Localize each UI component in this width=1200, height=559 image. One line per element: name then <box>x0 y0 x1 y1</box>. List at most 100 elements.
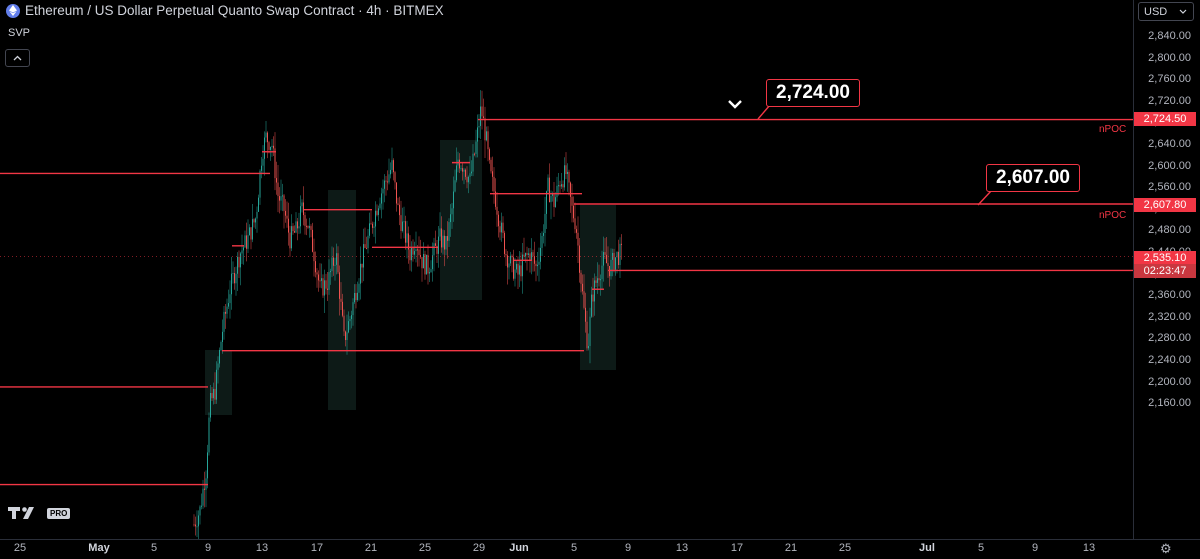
candle-body <box>423 254 424 269</box>
candle-body <box>399 204 400 216</box>
time-axis[interactable]: 25 May 5 9 13 17 21 25 29 Jun 5 9 13 17 21 25 Jul 5 9 13 <box>0 539 1200 559</box>
candle-body <box>448 222 450 241</box>
time-tick: 21 <box>784 542 798 554</box>
candle-body <box>558 185 559 187</box>
candle-body <box>447 236 448 241</box>
candle-body <box>309 226 310 228</box>
candle-body <box>406 233 408 243</box>
candle-body <box>373 226 375 228</box>
candle-body <box>489 149 490 160</box>
time-tick: 9 <box>624 542 632 554</box>
candle-body <box>229 294 231 304</box>
candle-body <box>231 273 232 295</box>
candle-body <box>268 142 270 150</box>
currency-selector[interactable]: USD <box>1138 2 1194 21</box>
time-tick: 13 <box>255 542 269 554</box>
candle-body <box>201 505 202 507</box>
candle-body <box>541 235 543 248</box>
countdown-tag: 02:23:47 <box>1134 264 1196 278</box>
candle-body <box>211 393 213 399</box>
candle-body <box>559 185 561 187</box>
candle-body <box>300 206 301 227</box>
candle-body <box>352 302 354 316</box>
candle-body <box>532 252 534 257</box>
chevron-down-icon <box>728 100 742 109</box>
candle-body <box>514 269 516 279</box>
candle-body <box>291 226 292 249</box>
ethereum-icon <box>6 3 20 18</box>
candle-body <box>478 125 480 128</box>
chart-area[interactable]: Ethereum / US Dollar Perpetual Quanto Sw… <box>0 0 1133 539</box>
price-tick: 2,360.00 <box>1148 289 1191 302</box>
candle-body <box>483 116 484 119</box>
candle-body <box>445 236 447 250</box>
candle-body <box>288 218 289 233</box>
candle-body <box>565 165 567 174</box>
chevron-down-icon <box>1179 9 1187 14</box>
candle-body <box>537 264 538 267</box>
indicator-label[interactable]: SVP <box>8 27 31 39</box>
candle-body <box>271 145 273 147</box>
candle-body <box>583 291 585 308</box>
volume-profile-box <box>328 190 356 410</box>
candle-body <box>199 506 201 516</box>
candle-body <box>564 165 565 188</box>
tradingview-logo[interactable]: PRO <box>8 506 71 520</box>
candle-body <box>550 195 552 203</box>
symbol-header[interactable]: Ethereum / US Dollar Perpetual Quanto Sw… <box>6 3 444 18</box>
candle-body <box>571 196 573 206</box>
candle-body <box>496 206 498 215</box>
candle-body <box>277 182 279 197</box>
candle-body <box>621 243 622 245</box>
candle-body <box>454 180 456 192</box>
collapse-indicators-button[interactable] <box>5 49 30 67</box>
candle-body <box>400 215 402 231</box>
candle-body <box>238 256 240 268</box>
candle-body <box>418 249 420 256</box>
candle-body <box>265 132 267 138</box>
candle-body <box>618 251 619 265</box>
candle-body <box>430 269 432 273</box>
candlestick-chart[interactable] <box>0 0 1133 539</box>
candle-body <box>436 245 438 254</box>
time-tick: 25 <box>418 542 432 554</box>
candle-body <box>303 202 304 216</box>
volume-profile-box <box>440 140 482 300</box>
candle-body <box>313 251 315 262</box>
candle-body <box>202 488 204 506</box>
candle-body <box>333 257 334 266</box>
candle-body <box>342 301 343 316</box>
candle-body <box>307 225 309 228</box>
candle-body <box>259 170 261 198</box>
candle-body <box>405 221 406 243</box>
candle-body <box>376 210 378 215</box>
price-callout-upper[interactable]: 2,724.00 <box>766 79 860 107</box>
candle-body <box>508 263 510 268</box>
candle-body <box>463 169 465 172</box>
candle-body <box>207 452 208 479</box>
candle-body <box>424 254 426 275</box>
candle-body <box>214 388 216 400</box>
candle-body <box>246 235 247 249</box>
candle-body <box>567 171 568 174</box>
candle-body <box>433 243 435 256</box>
candle-body <box>267 132 268 143</box>
candle-body <box>262 158 264 166</box>
candle-body <box>592 294 594 302</box>
candle-body <box>358 283 360 293</box>
candle-body <box>585 307 586 322</box>
candle-body <box>336 253 337 265</box>
price-callout-lower[interactable]: 2,607.00 <box>986 164 1080 192</box>
candle-body <box>574 218 576 230</box>
candle-body <box>552 193 553 196</box>
candle-body <box>348 321 349 333</box>
time-tick: 5 <box>150 542 158 554</box>
price-tag-npoc-mid: 2,607.80 <box>1134 198 1196 212</box>
time-tick: 25 <box>13 542 27 554</box>
candle-body <box>546 191 547 214</box>
candle-body <box>393 160 394 173</box>
settings-gear-icon[interactable]: ⚙ <box>1160 541 1172 556</box>
candle-body <box>330 271 331 273</box>
candle-body <box>198 515 199 527</box>
candle-body <box>408 233 409 250</box>
